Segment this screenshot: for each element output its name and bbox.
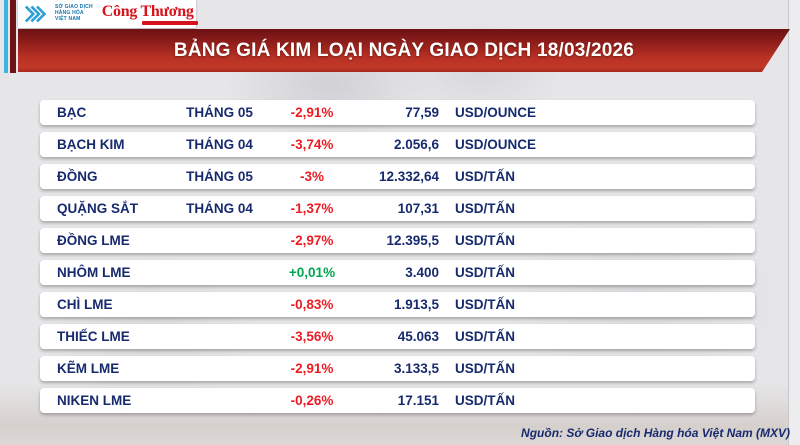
mxv-logo-text: SỞ GIAO DỊCH HÀNG HÓA VIỆT NAM [55, 5, 93, 22]
price-value: 12.395,5 [386, 233, 439, 248]
congthuong-logo-text: Công Thương [101, 2, 194, 20]
table-row: ĐỒNG THÁNG 05 -3% 12.332,64 USD/TẤN [40, 164, 755, 189]
table-row: NIKEN LME -0,26% 17.151 USD/TẤN [40, 388, 755, 413]
change-value: -0,26% [290, 393, 334, 408]
metal-name: KẼM LME [57, 361, 120, 376]
price-value: 1.913,5 [393, 297, 439, 312]
price-value: 3.400 [405, 265, 439, 280]
table-row: BẠC THÁNG 05 -2,91% 77,59 USD/OUNCE [40, 100, 755, 125]
metal-name: QUẶNG SẮT [57, 201, 138, 216]
price-unit: USD/TẤN [455, 361, 515, 376]
metal-name: NHÔM LME [57, 265, 131, 280]
left-accent-stripe-cyan [4, 0, 8, 73]
contract-month: THÁNG 04 [186, 201, 253, 216]
left-accent-stripe-maroon [10, 0, 16, 73]
metal-name: THIẾC LME [57, 329, 130, 344]
price-value: 12.332,64 [378, 169, 439, 184]
price-value: 45.063 [397, 329, 439, 344]
table-row: QUẶNG SẮT THÁNG 04 -1,37% 107,31 USD/TẤN [40, 196, 755, 221]
change-value: -2,97% [290, 233, 334, 248]
price-unit: USD/TẤN [455, 265, 515, 280]
change-value: -0,83% [290, 297, 334, 312]
price-unit: USD/TẤN [455, 201, 515, 216]
price-unit: USD/TẤN [455, 393, 515, 408]
logo-box: SỞ GIAO DỊCH HÀNG HÓA VIỆT NAM Công Thươ… [18, 0, 198, 28]
table-row: ĐỒNG LME -2,97% 12.395,5 USD/TẤN [40, 228, 755, 253]
metal-name: BẠC [57, 105, 87, 120]
contract-month: THÁNG 05 [186, 105, 253, 120]
price-unit: USD/TẤN [455, 233, 515, 248]
source-credit: Nguồn: Sở Giao dịch Hàng hóa Việt Nam (M… [521, 426, 790, 440]
change-value: -2,91% [290, 361, 334, 376]
table-row: CHÌ LME -0,83% 1.913,5 USD/TẤN [40, 292, 755, 317]
price-unit: USD/TẤN [455, 169, 515, 184]
change-value: -1,37% [290, 201, 334, 216]
price-value: 107,31 [397, 201, 439, 216]
price-value: 17.151 [397, 393, 439, 408]
title-banner: BẢNG GIÁ KIM LOẠI NGÀY GIAO DỊCH 18/03/2… [18, 29, 790, 72]
change-value: -3% [299, 169, 324, 184]
price-value: 77,59 [405, 105, 439, 120]
page-title: BẢNG GIÁ KIM LOẠI NGÀY GIAO DỊCH 18/03/2… [173, 39, 635, 61]
metal-name: CHÌ LME [57, 297, 113, 312]
price-unit: USD/TẤN [455, 329, 515, 344]
price-unit: USD/TẤN [455, 297, 515, 312]
price-value: 2.056,6 [393, 137, 439, 152]
table-row: KẼM LME -2,91% 3.133,5 USD/TẤN [40, 356, 755, 381]
metal-name: ĐỒNG [57, 169, 98, 184]
price-unit: USD/OUNCE [455, 137, 537, 152]
table-row: BẠCH KIM THÁNG 04 -3,74% 2.056,6 USD/OUN… [40, 132, 755, 157]
change-value: -2,91% [290, 105, 334, 120]
change-value: -3,74% [290, 137, 334, 152]
contract-month: THÁNG 04 [186, 137, 253, 152]
table-row: THIẾC LME -3,56% 45.063 USD/TẤN [40, 324, 755, 349]
change-value: +0,01% [288, 265, 336, 280]
congthuong-logo-underline [141, 20, 198, 25]
price-value: 3.133,5 [393, 361, 439, 376]
contract-month: THÁNG 05 [186, 169, 253, 184]
congthuong-logo: Công Thương [101, 2, 198, 25]
mxv-logo-line1: SỞ GIAO DỊCH [55, 4, 93, 11]
mxv-logo-icon [24, 5, 47, 23]
right-edge-band [788, 0, 800, 445]
price-unit: USD/OUNCE [455, 105, 537, 120]
mxv-logo-line2: HÀNG HÓA [55, 10, 84, 17]
price-table: BẠC THÁNG 05 -2,91% 77,59 USD/OUNCE BẠCH… [40, 100, 755, 420]
metal-name: BẠCH KIM [57, 137, 125, 152]
table-row: NHÔM LME +0,01% 3.400 USD/TẤN [40, 260, 755, 285]
change-value: -3,56% [290, 329, 334, 344]
metal-name: ĐỒNG LME [57, 233, 130, 248]
mxv-logo-line3: VIỆT NAM [55, 15, 81, 22]
metal-name: NIKEN LME [57, 393, 132, 408]
